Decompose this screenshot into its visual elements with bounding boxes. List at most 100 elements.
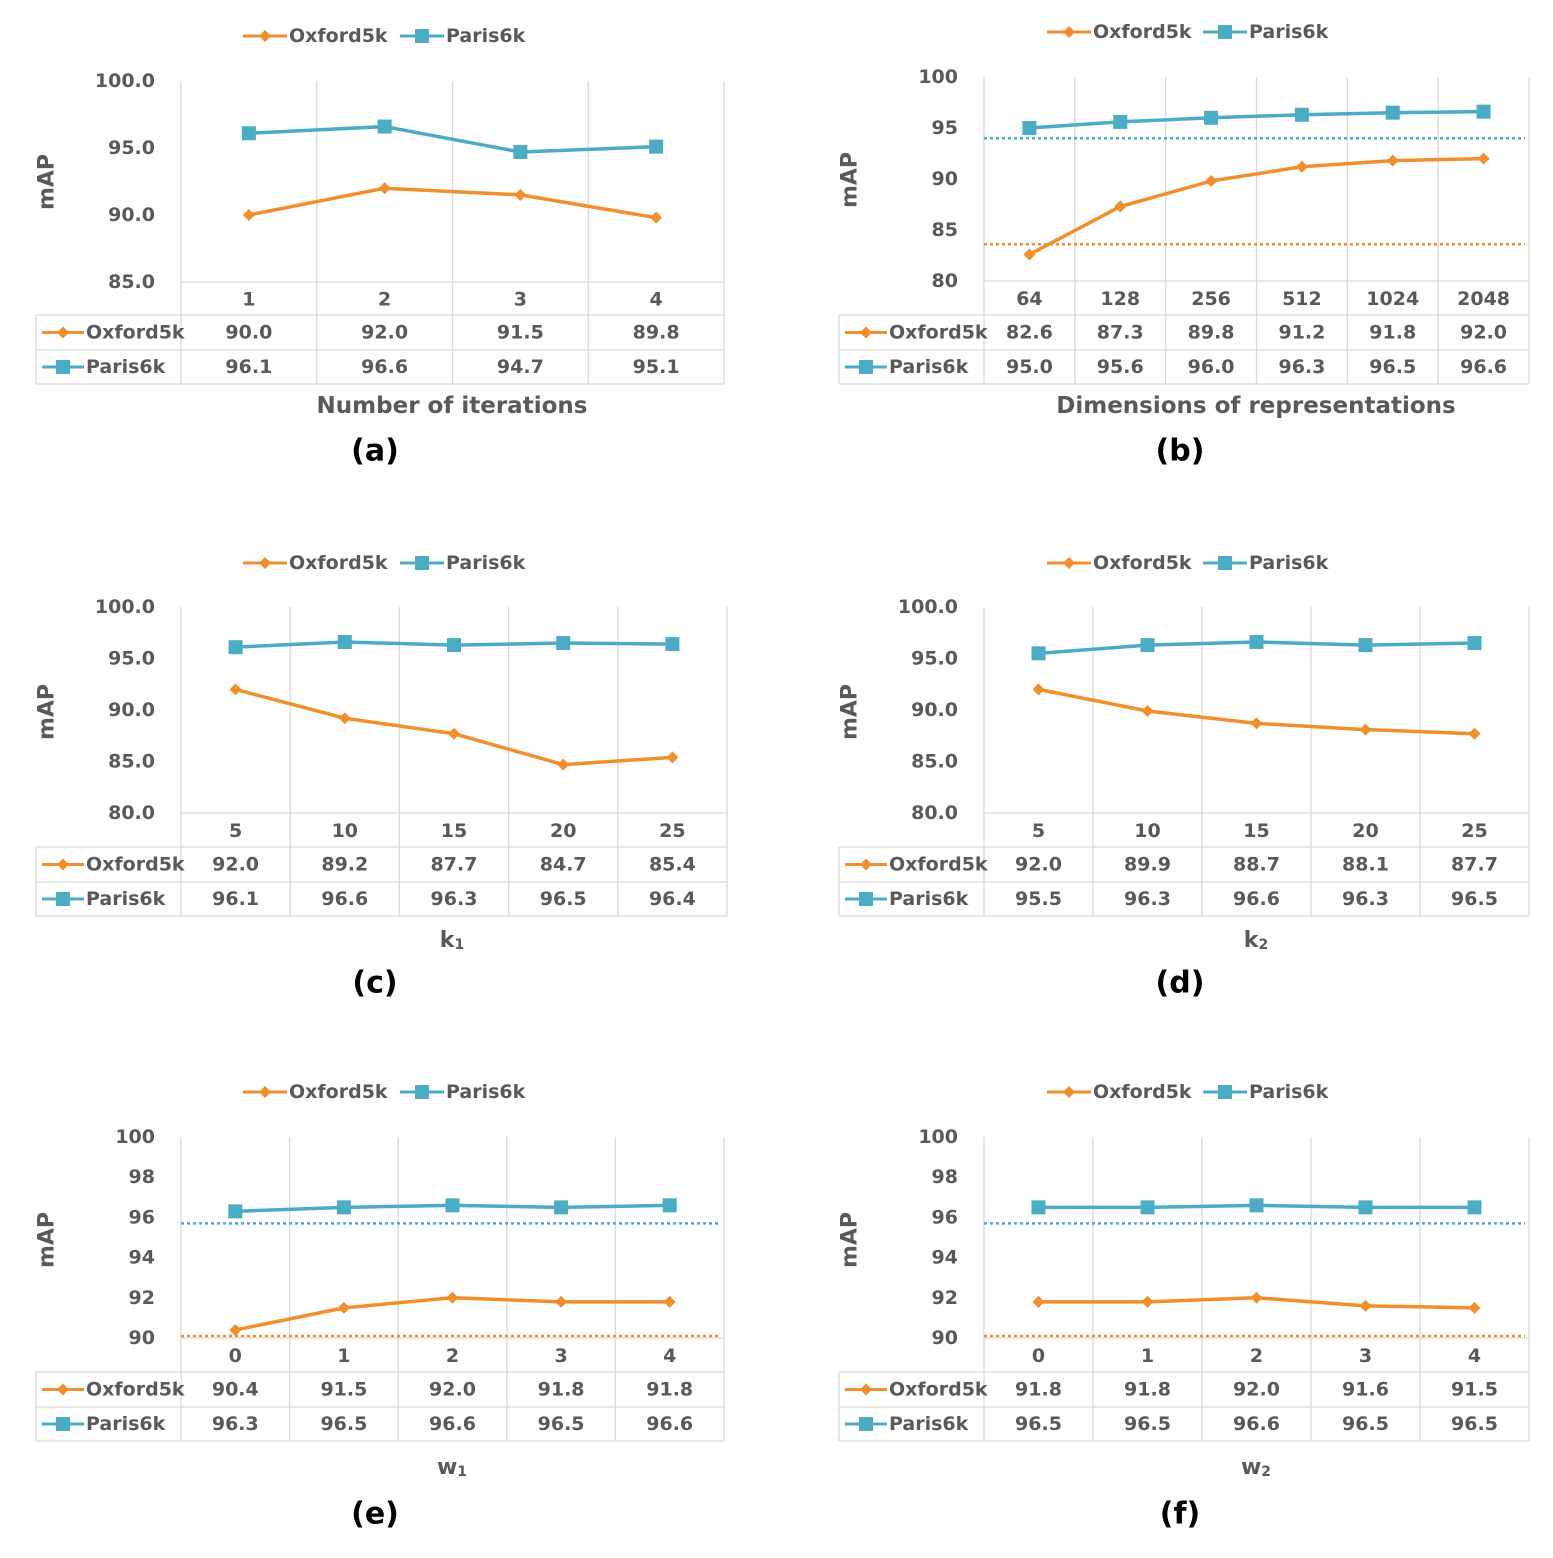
x-axis-title-subscript: 1 bbox=[457, 1464, 467, 1480]
data-point-oxford5k bbox=[1023, 248, 1036, 261]
data-table-cell: 88.1 bbox=[1342, 854, 1389, 876]
y-tick-label: 96 bbox=[129, 1206, 155, 1228]
data-table-cell: 89.8 bbox=[633, 322, 680, 344]
data-point-oxford5k bbox=[1477, 152, 1490, 165]
x-axis-title: w2 bbox=[1241, 1455, 1271, 1481]
y-tick-label: 96 bbox=[932, 1206, 958, 1228]
y-tick-label: 100 bbox=[918, 1126, 958, 1148]
x-axis-title: k2 bbox=[1244, 928, 1268, 954]
data-point-oxford5k bbox=[338, 712, 351, 725]
data-point-paris6k bbox=[336, 1200, 351, 1215]
data-table-cell: 90.4 bbox=[212, 1379, 259, 1401]
data-point-paris6k bbox=[1031, 1200, 1046, 1215]
data-table-cell: 95.5 bbox=[1015, 888, 1062, 910]
legend-label-oxford5k: Oxford5k bbox=[1093, 552, 1192, 574]
data-table-cell: 96.1 bbox=[225, 356, 272, 378]
data-point-oxford5k bbox=[666, 751, 679, 764]
data-point-oxford5k bbox=[557, 758, 570, 771]
data-point-oxford5k bbox=[1032, 1295, 1045, 1308]
series-line-paris6k bbox=[248, 124, 657, 154]
chart-panel-a: Oxford5k Paris6k mAP 85.0 90.0 95.0 100.0 1 2 3 4 O… bbox=[35, 25, 725, 469]
series-line-oxford5k bbox=[235, 687, 673, 767]
legend-label-oxford5k: Oxford5k bbox=[289, 552, 388, 574]
x-axis-title-subscript: 2 bbox=[1261, 1464, 1271, 1480]
data-point-paris6k bbox=[554, 1200, 569, 1215]
x-tick-label: 25 bbox=[1461, 820, 1487, 842]
y-axis-label: mAP bbox=[838, 1212, 863, 1268]
y-tick-label: 92 bbox=[932, 1287, 958, 1309]
data-point-oxford5k bbox=[1141, 705, 1154, 718]
data-table-cell: 96.3 bbox=[431, 888, 478, 910]
legend-marker-oxford5k bbox=[1063, 557, 1075, 569]
data-table-cell: 82.6 bbox=[1006, 322, 1053, 344]
data-point-paris6k bbox=[1467, 636, 1482, 651]
data-point-oxford5k bbox=[242, 209, 255, 221]
x-tick-label: 25 bbox=[659, 820, 685, 842]
x-axis-title-main: Number of iterations bbox=[317, 393, 588, 419]
data-table-cell: 96.5 bbox=[1451, 1413, 1498, 1435]
y-tick-label: 94 bbox=[129, 1247, 155, 1269]
legend-label-paris6k: Paris6k bbox=[446, 552, 526, 574]
data-point-paris6k bbox=[1204, 110, 1219, 125]
table-series-name-paris6k: Paris6k bbox=[889, 356, 969, 378]
table-legend-marker-oxford5k bbox=[860, 858, 872, 871]
data-table-cell: 88.7 bbox=[1233, 854, 1280, 876]
x-tick-label: 2 bbox=[446, 1345, 459, 1367]
data-point-paris6k bbox=[1249, 1198, 1264, 1213]
table-legend-marker-paris6k bbox=[56, 1417, 70, 1431]
data-point-paris6k bbox=[1358, 638, 1373, 653]
y-tick-label: 80.0 bbox=[911, 802, 958, 824]
data-point-paris6k bbox=[447, 638, 461, 653]
data-table-cell: 91.5 bbox=[1451, 1379, 1498, 1401]
data-point-paris6k bbox=[241, 126, 256, 141]
series-line-paris6k bbox=[1029, 109, 1484, 130]
y-tick-label: 90.0 bbox=[911, 699, 958, 721]
table-series-name-paris6k: Paris6k bbox=[889, 888, 969, 910]
x-tick-label: 1 bbox=[1141, 1345, 1154, 1367]
legend: Oxford5k Paris6k bbox=[243, 1081, 526, 1103]
x-tick-label: 10 bbox=[332, 820, 358, 842]
data-table-cell: 92.0 bbox=[1015, 854, 1062, 876]
y-tick-label: 90 bbox=[932, 168, 958, 190]
data-point-paris6k bbox=[337, 635, 352, 650]
data-point-oxford5k bbox=[1295, 160, 1308, 173]
data-table-cell: 96.4 bbox=[649, 888, 696, 910]
data-point-oxford5k bbox=[1359, 1299, 1372, 1312]
data-table-cell: 91.6 bbox=[1342, 1379, 1389, 1401]
panel-caption: (c) bbox=[352, 966, 397, 1001]
data-point-oxford5k bbox=[229, 683, 242, 696]
table-series-name-oxford5k: Oxford5k bbox=[889, 1379, 988, 1401]
x-tick-label: 4 bbox=[650, 289, 663, 311]
data-table-cell: 92.0 bbox=[1233, 1379, 1280, 1401]
data-table-cell: 91.5 bbox=[497, 322, 544, 344]
data-point-paris6k bbox=[1031, 646, 1046, 661]
table-legend-marker-oxford5k bbox=[860, 1383, 872, 1396]
data-table-cell: 96.3 bbox=[212, 1413, 259, 1435]
data-table-cell: 92.0 bbox=[429, 1379, 476, 1401]
y-tick-label: 85.0 bbox=[108, 271, 155, 293]
chart-panel-d: Oxford5k Paris6k mAP 80.0 85.0 90.0 95.0 100.0 5… bbox=[838, 552, 1530, 1001]
data-point-paris6k bbox=[1476, 104, 1491, 119]
data-point-paris6k bbox=[662, 1198, 677, 1213]
data-point-paris6k bbox=[445, 1198, 460, 1213]
y-tick-label: 85.0 bbox=[108, 751, 155, 773]
y-tick-label: 98 bbox=[129, 1166, 155, 1188]
x-axis-title-main: k bbox=[440, 928, 456, 953]
table-legend-marker-oxford5k bbox=[57, 1383, 69, 1396]
x-tick-label: 1024 bbox=[1366, 288, 1419, 310]
x-tick-label: 0 bbox=[1032, 1345, 1045, 1367]
chart-panel-e: Oxford5k Paris6k mAP 90 92 94 96 98 100 0 1 2 3 4 Oxfo… bbox=[35, 1081, 725, 1532]
data-table-cell: 96.0 bbox=[1188, 356, 1235, 378]
data-point-oxford5k bbox=[555, 1295, 568, 1308]
y-axis-label: mAP bbox=[35, 154, 60, 210]
data-table-cell: 96.3 bbox=[1124, 888, 1171, 910]
data-point-paris6k bbox=[1022, 121, 1037, 135]
legend-label-paris6k: Paris6k bbox=[1249, 21, 1329, 43]
data-table-cell: 96.6 bbox=[321, 888, 368, 910]
data-point-oxford5k bbox=[337, 1301, 350, 1314]
x-tick-label: 3 bbox=[514, 289, 527, 311]
y-tick-label: 92 bbox=[129, 1287, 155, 1309]
data-point-oxford5k bbox=[229, 1323, 242, 1336]
data-table-cell: 96.6 bbox=[429, 1413, 476, 1435]
legend: Oxford5k Paris6k bbox=[243, 25, 526, 47]
